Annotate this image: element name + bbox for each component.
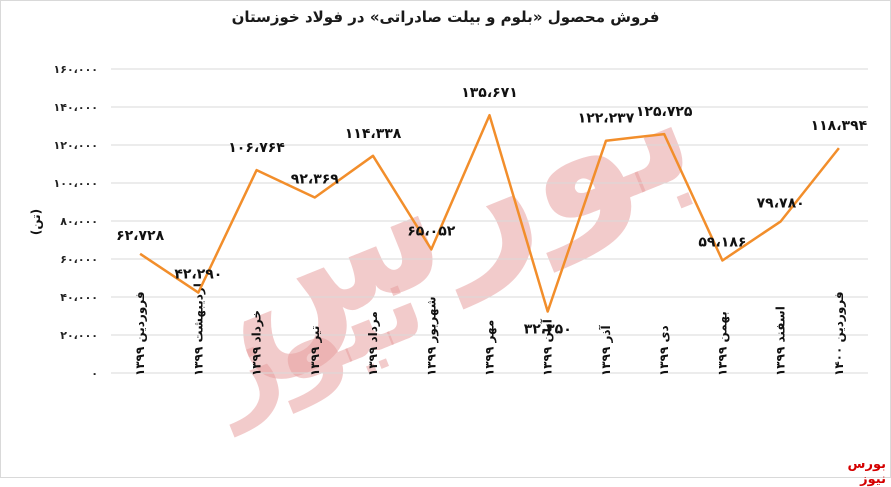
x-category-label: اردیبهشت ۱۳۹۹ (191, 283, 205, 376)
y-tick-label: ۱۴۰،۰۰۰ (54, 101, 98, 114)
data-label: ۷۹،۷۸۰ (757, 195, 805, 211)
x-category-label: آذر ۱۳۹۹ (598, 324, 613, 376)
chart-title: فروش محصول «بلوم و بیلت صادراتی» در فولا… (231, 8, 660, 26)
x-category-label: فروردین ۱۳۹۹ (133, 291, 148, 376)
series-line (139, 113, 840, 313)
data-label: ۱۲۵،۷۲۵ (636, 104, 693, 120)
series-polyline (139, 113, 840, 313)
data-label: ۹۲،۳۶۹ (291, 171, 339, 187)
x-category-label: فروردین ۱۴۰۰ (832, 291, 847, 376)
x-category-label: شهریور ۱۳۹۹ (424, 296, 439, 376)
x-category-label: خرداد ۱۳۹۹ (250, 310, 264, 376)
y-tick-label: ۶۰،۰۰۰ (60, 253, 98, 266)
y-tick-label: ۲۰،۰۰۰ (60, 329, 98, 342)
data-labels: ۶۲،۷۲۸ ۴۲،۲۹۰ ۱۰۶،۷۶۴ ۹۲،۳۶۹ ۱۱۴،۳۳۸ ۶۵،۰۵۲ ۱۳… (116, 85, 868, 337)
y-tick-label: ۱۲۰،۰۰۰ (54, 139, 98, 152)
x-category-label: آبان ۱۳۹۹ (540, 318, 555, 376)
x-category-label: بهمن ۱۳۹۹ (715, 311, 729, 376)
data-label: ۱۱۸،۳۹۴ (811, 118, 868, 134)
x-category-label: مرداد ۱۳۹۹ (366, 311, 380, 376)
y-tick-label: ۸۰،۰۰۰ (60, 215, 98, 228)
source-label: بورس نیوز (847, 457, 886, 487)
data-label: ۵۹،۱۸۶ (698, 235, 746, 251)
y-axis-label: (تن) (29, 209, 43, 235)
data-label: ۱۱۴،۳۳۸ (345, 126, 402, 142)
y-tick-label: ۴۰،۰۰۰ (60, 291, 98, 304)
x-axis-categories: فروردین ۱۳۹۹ اردیبهشت ۱۳۹۹ خرداد ۱۳۹۹ تیر ۱… (133, 283, 847, 376)
data-label: ۱۲۲،۲۳۷ (578, 111, 635, 127)
data-label: ۶۵،۰۵۲ (407, 223, 455, 239)
data-label: ۱۰۶،۷۶۴ (228, 140, 285, 156)
gridlines (111, 68, 868, 374)
data-label: ۶۲،۷۲۸ (116, 228, 164, 244)
y-tick-label: ۱۰۰،۰۰۰ (54, 177, 98, 190)
y-tick-label: ۱۶۰،۰۰۰ (54, 63, 98, 76)
data-label: ۳۲،۳۵۰ (524, 322, 572, 338)
data-label: ۱۳۵،۶۷۱ (461, 85, 518, 101)
x-category-label: دی ۱۳۹۹ (657, 325, 671, 376)
data-label: ۴۲،۲۹۰ (174, 267, 222, 283)
y-tick-label: ۰ (91, 367, 98, 380)
x-category-label: مهر ۱۳۹۹ (483, 320, 497, 376)
y-axis-ticks: ۰ ۲۰،۰۰۰ ۴۰،۰۰۰ ۶۰،۰۰۰ ۸۰،۰۰۰ ۱۰۰،۰۰۰ ۱۲۰،۰۰۰ ۱… (54, 63, 98, 380)
x-category-label: اسفند ۱۳۹۹ (774, 306, 788, 376)
x-category-label: تیر ۱۳۹۹ (308, 326, 322, 376)
